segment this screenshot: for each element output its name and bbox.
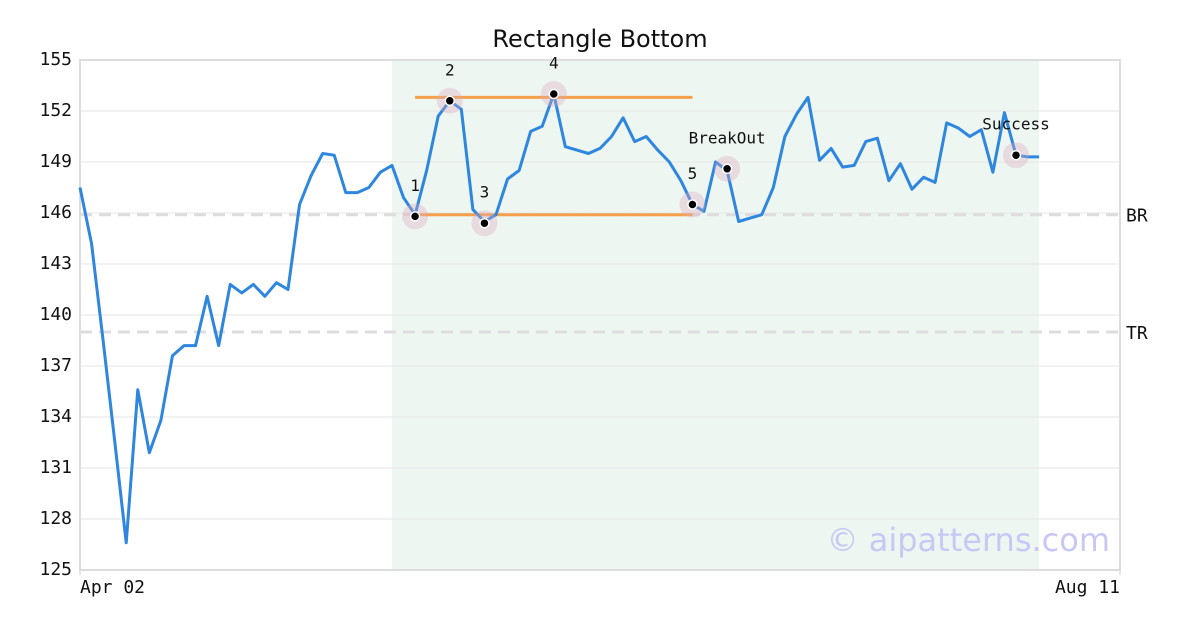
y-tick-label: 146 bbox=[39, 202, 72, 223]
reference-label: BR bbox=[1126, 206, 1148, 227]
y-tick-label: 137 bbox=[39, 355, 72, 376]
point bbox=[444, 95, 456, 107]
point bbox=[548, 88, 560, 100]
x-tick-label: Aug 11 bbox=[1055, 577, 1120, 598]
point-label: 2 bbox=[445, 60, 455, 79]
watermark: © aipatterns.com bbox=[827, 521, 1110, 559]
point bbox=[409, 211, 421, 222]
y-tick-label: 131 bbox=[39, 457, 72, 478]
point bbox=[721, 163, 733, 175]
reference-label: TR bbox=[1126, 323, 1148, 344]
y-tick-label: 134 bbox=[39, 406, 72, 427]
y-tick-label: 125 bbox=[39, 559, 72, 580]
y-tick-label: 152 bbox=[39, 100, 72, 121]
point-label: 5 bbox=[688, 164, 698, 183]
plot-frame bbox=[79, 59, 1121, 571]
y-tick-label: 128 bbox=[39, 508, 72, 529]
price-line bbox=[78, 92, 1040, 545]
y-tick-label: 143 bbox=[39, 253, 72, 274]
point-label: 3 bbox=[480, 183, 490, 202]
chart-title: Rectangle Bottom bbox=[492, 25, 707, 53]
point-label: Success bbox=[982, 115, 1049, 134]
point bbox=[479, 217, 490, 229]
point-label: BreakOut bbox=[689, 128, 766, 147]
x-tick-label: Apr 02 bbox=[80, 577, 145, 598]
point-label: 4 bbox=[549, 54, 559, 73]
point bbox=[687, 199, 698, 210]
y-tick-label: 140 bbox=[39, 304, 72, 325]
y-tick-label: 155 bbox=[39, 49, 72, 70]
y-tick-label: 149 bbox=[39, 151, 72, 172]
point-label: 1 bbox=[410, 176, 420, 195]
point bbox=[1010, 149, 1022, 161]
